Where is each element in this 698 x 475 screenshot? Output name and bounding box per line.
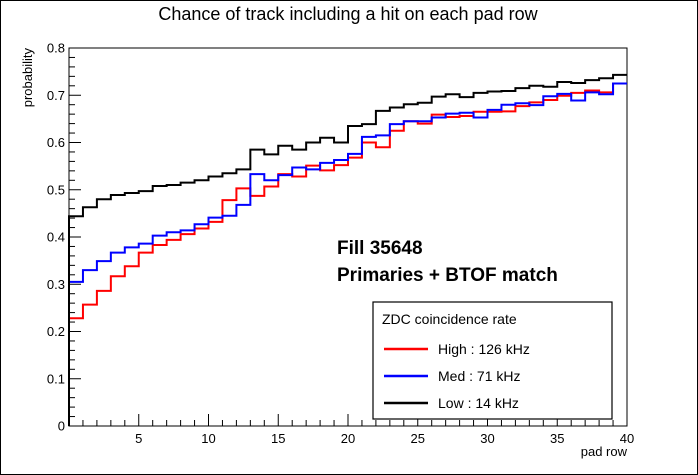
y-tick-label: 0.4 [47,230,65,245]
x-axis-label: pad row [581,444,628,459]
y-tick-label: 0.5 [47,182,65,197]
y-tick-label: 0.3 [47,277,65,292]
x-tick-label: 15 [271,431,285,446]
series-line-med [68,82,627,426]
y-tick-label: 0.7 [47,88,65,103]
y-tick-label: 0.6 [47,135,65,150]
chart-title: Chance of track including a hit on each … [158,4,538,24]
x-tick-label: 5 [135,431,142,446]
x-tick-label: 10 [201,431,215,446]
y-tick-label: 0.1 [47,371,65,386]
x-tick-label: 20 [341,431,355,446]
x-tick-label: 35 [550,431,564,446]
y-tick-label: 0.8 [47,41,65,56]
annotation-fill: Fill 35648 [337,238,423,259]
y-axis-label: probability [20,48,35,108]
legend: ZDC coincidence rate High : 126 kHz Med … [372,301,613,420]
series-line-low [68,73,627,426]
legend-label-low: Low : 14 kHz [438,395,519,411]
y-tick-label: 0.2 [47,324,65,339]
x-tick-label: 40 [620,431,634,446]
annotation-selection: Primaries + BTOF match [337,265,558,286]
y-tick-label: 0 [58,419,65,434]
legend-title: ZDC coincidence rate [382,311,517,327]
legend-box [372,301,613,420]
x-tick-label: 30 [480,431,494,446]
legend-label-med: Med : 71 kHz [438,368,520,384]
x-tick-label: 25 [411,431,425,446]
legend-label-high: High : 126 kHz [438,341,530,357]
